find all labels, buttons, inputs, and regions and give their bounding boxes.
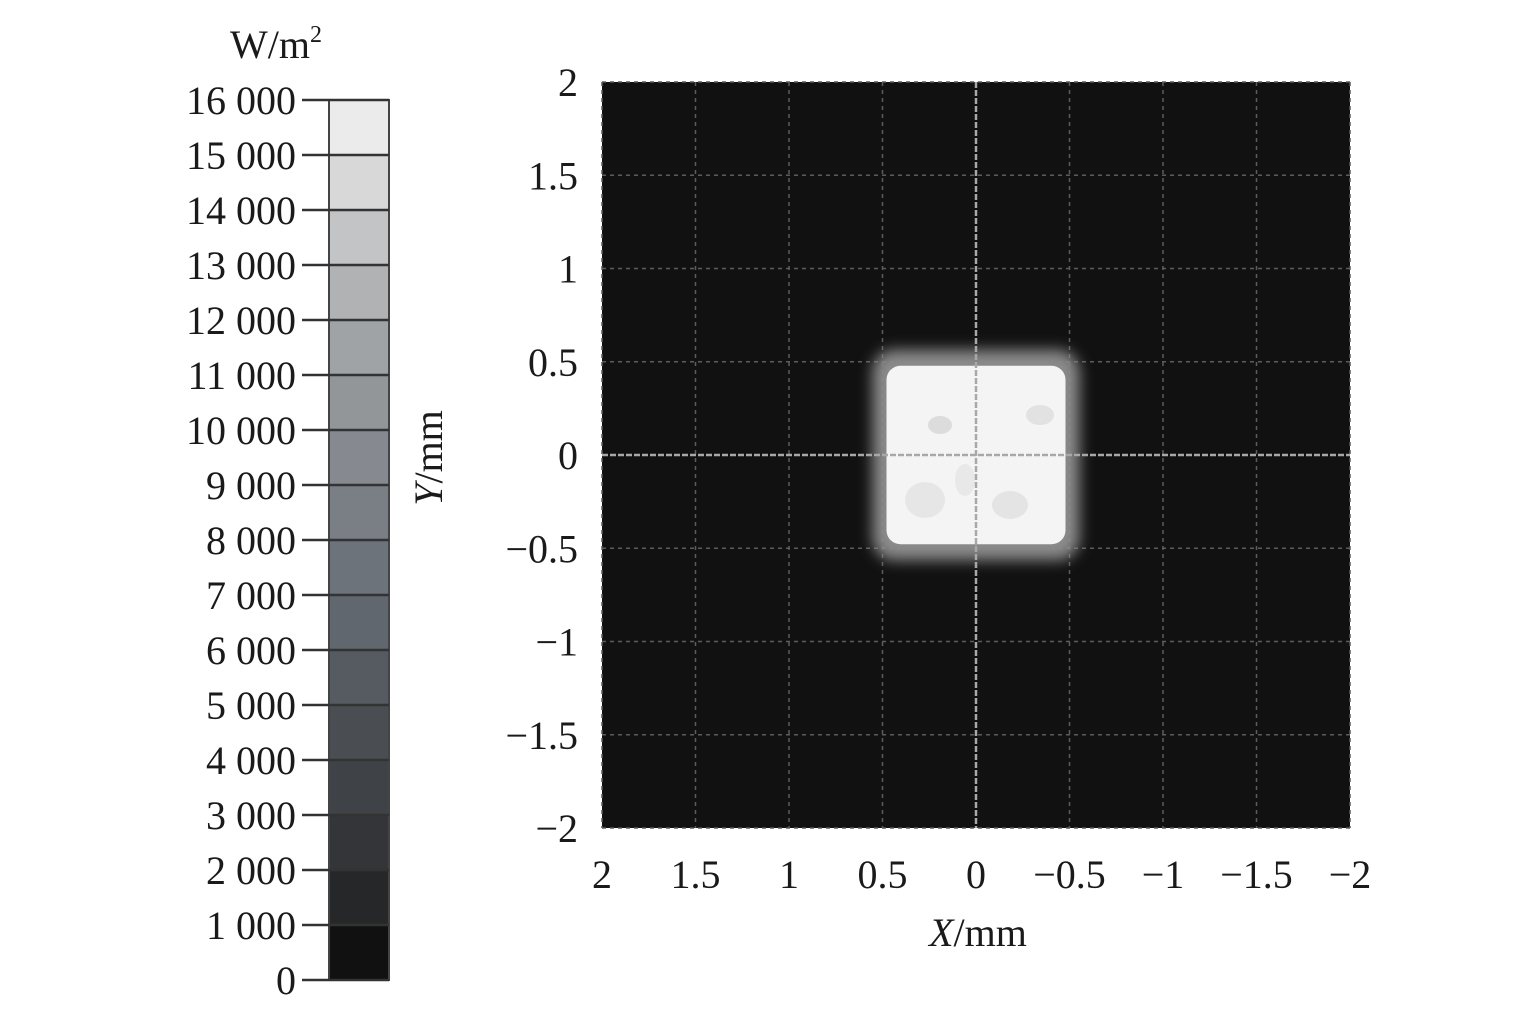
colorbar-band [329, 320, 389, 375]
x-tick-label: 0.5 [858, 852, 908, 897]
spot-dark-patch [1026, 405, 1054, 425]
spot-dark-patch [905, 482, 945, 518]
y-tick-label: 2 [558, 60, 578, 105]
colorbar-band [329, 815, 389, 870]
x-tick-label: 1.5 [671, 852, 721, 897]
colorbar-band [329, 100, 389, 155]
x-tick-label: 1 [779, 852, 799, 897]
colorbar-tick-label: 5 000 [206, 683, 296, 728]
y-tick-label: −2 [535, 806, 578, 851]
colorbar-tick-label: 14 000 [186, 188, 296, 233]
y-tick-label: 1.5 [528, 153, 578, 198]
colorbar-band [329, 375, 389, 430]
colorbar-tick-label: 15 000 [186, 133, 296, 178]
y-axis-ticks: 2 1.5 1 0.5 0 −0.5 −1 −1.5 −2 [505, 60, 578, 851]
colorbar-unit-label: W/m2 [230, 22, 322, 67]
spot-dark-patch [928, 416, 952, 434]
colorbar-tick-label: 2 000 [206, 848, 296, 893]
colorbar-ticks: 16 000 15 000 14 000 13 000 12 000 11 000 10 0… [186, 78, 389, 1003]
colorbar-band [329, 760, 389, 815]
y-axis-unit: /mm [406, 410, 451, 483]
x-tick-label: 2 [592, 852, 612, 897]
y-tick-label: −1 [535, 620, 578, 665]
colorbar-tick-label: 6 000 [206, 628, 296, 673]
colorbar-bands [329, 100, 389, 980]
x-axis-variable: X [927, 910, 955, 955]
colorbar-tick-label: 13 000 [186, 243, 296, 288]
plot-area [601, 81, 1351, 829]
x-tick-label: −0.5 [1033, 852, 1106, 897]
y-tick-label: 1 [558, 247, 578, 292]
colorbar-band [329, 925, 389, 980]
colorbar-band [329, 430, 389, 485]
colorbar-band [329, 155, 389, 210]
x-axis-ticks: 2 1.5 1 0.5 0 −0.5 −1 −1.5 −2 [592, 852, 1371, 897]
colorbar-tick-label: 1 000 [206, 903, 296, 948]
colorbar-band [329, 265, 389, 320]
y-tick-label: −1.5 [505, 713, 578, 758]
colorbar-band [329, 540, 389, 595]
x-tick-label: −1.5 [1220, 852, 1293, 897]
colorbar-band [329, 650, 389, 705]
colorbar-tick-label: 12 000 [186, 298, 296, 343]
colorbar-band [329, 485, 389, 540]
x-tick-label: 0 [966, 852, 986, 897]
colorbar-tick-label: 8 000 [206, 518, 296, 563]
y-tick-label: 0.5 [528, 340, 578, 385]
colorbar-tick-label: 7 000 [206, 573, 296, 618]
y-tick-label: −0.5 [505, 526, 578, 571]
colorbar-tick-label: 11 000 [187, 353, 296, 398]
colorbar-band [329, 595, 389, 650]
x-axis-unit: /mm [954, 910, 1027, 955]
spot-dark-patch [992, 491, 1028, 519]
colorbar-tick-label: 9 000 [206, 463, 296, 508]
y-axis-title: Y/mm [406, 410, 451, 506]
colorbar-unit-exponent: 2 [310, 22, 322, 48]
y-tick-label: 0 [558, 433, 578, 478]
colorbar-tick-label: 10 000 [186, 408, 296, 453]
spot-dark-patch [955, 464, 975, 496]
colorbar-band [329, 705, 389, 760]
colorbar-unit-base: W/m [230, 22, 310, 67]
colorbar-tick-label: 16 000 [186, 78, 296, 123]
colorbar-band [329, 210, 389, 265]
x-tick-label: −1 [1142, 852, 1185, 897]
y-axis-variable: Y [406, 480, 451, 506]
colorbar-tick-label: 3 000 [206, 793, 296, 838]
center-axis-lines [602, 82, 1350, 828]
x-axis-title: X/mm [927, 910, 1027, 955]
colorbar-tick-label: 0 [276, 958, 296, 1003]
colorbar-tick-label: 4 000 [206, 738, 296, 783]
colorbar: W/m2 16 000 15 000 14 000 13 000 12 000 11 00… [186, 22, 390, 1003]
x-tick-label: −2 [1329, 852, 1372, 897]
colorbar-band [329, 870, 389, 925]
